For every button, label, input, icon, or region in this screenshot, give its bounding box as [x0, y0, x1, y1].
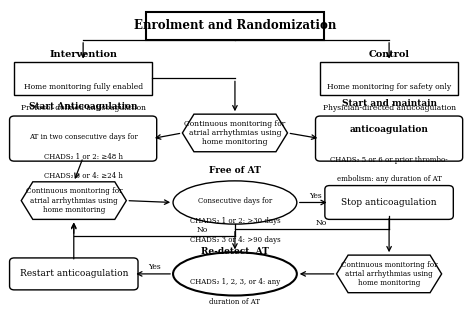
- Text: AT in two consecutive days for: AT in two consecutive days for: [29, 133, 137, 141]
- FancyBboxPatch shape: [316, 116, 463, 161]
- Text: embolism: any duration of AT: embolism: any duration of AT: [337, 175, 442, 183]
- Text: Restart anticoagulation: Restart anticoagulation: [19, 269, 128, 278]
- Text: Enrolment and Randomization: Enrolment and Randomization: [134, 19, 336, 32]
- Text: Start and maintain: Start and maintain: [342, 99, 437, 108]
- Text: Continuous monitoring for
atrial arrhythmias using
home monitoring: Continuous monitoring for atrial arrhyth…: [26, 188, 122, 214]
- Text: Consecutive days for: Consecutive days for: [198, 197, 272, 205]
- Text: CHADS₂ 1 or 2: ≥48 h: CHADS₂ 1 or 2: ≥48 h: [44, 153, 123, 160]
- FancyBboxPatch shape: [320, 62, 458, 95]
- Text: CHADS₂ 3 or 4: >90 days: CHADS₂ 3 or 4: >90 days: [190, 236, 280, 244]
- Polygon shape: [182, 114, 288, 152]
- FancyBboxPatch shape: [9, 116, 157, 161]
- Polygon shape: [21, 182, 127, 219]
- Text: Continuous monitoring for
atrial arrhythmias using
home monitoring: Continuous monitoring for atrial arrhyth…: [341, 261, 438, 287]
- Text: Home monitoring fully enabled: Home monitoring fully enabled: [24, 83, 143, 91]
- Text: CHADS₂ 1 or 2: >30 days: CHADS₂ 1 or 2: >30 days: [190, 216, 280, 225]
- Text: Control: Control: [369, 50, 410, 59]
- Text: Start Anticoagulation: Start Anticoagulation: [29, 102, 137, 111]
- Text: No: No: [197, 226, 208, 234]
- Text: CHADS₂ 3 or 4: ≥24 h: CHADS₂ 3 or 4: ≥24 h: [44, 172, 123, 180]
- Text: Home monitoring for safety only: Home monitoring for safety only: [327, 83, 451, 91]
- FancyBboxPatch shape: [9, 258, 138, 290]
- FancyBboxPatch shape: [325, 186, 453, 219]
- FancyBboxPatch shape: [14, 62, 152, 95]
- Text: CHADS₂ 1, 2, 3, or 4: any: CHADS₂ 1, 2, 3, or 4: any: [190, 278, 280, 286]
- Text: Protocol defined anticoagulation: Protocol defined anticoagulation: [21, 104, 146, 112]
- Text: Re-detect  AT: Re-detect AT: [201, 248, 269, 256]
- Text: anticoagulation: anticoagulation: [350, 125, 428, 134]
- Text: CHADS₂ 5 or 6 or prior thrombo-: CHADS₂ 5 or 6 or prior thrombo-: [330, 156, 448, 164]
- Text: No: No: [316, 219, 327, 227]
- FancyBboxPatch shape: [146, 12, 324, 40]
- Text: Physician-directed anticoagulation: Physician-directed anticoagulation: [322, 104, 456, 112]
- Ellipse shape: [173, 252, 297, 295]
- Text: Yes: Yes: [309, 192, 322, 200]
- Text: Continuous monitoring for
atrial arrhythmias using
home monitoring: Continuous monitoring for atrial arrhyth…: [184, 120, 285, 146]
- Text: Stop anticoagulation: Stop anticoagulation: [341, 198, 437, 207]
- Ellipse shape: [173, 181, 297, 224]
- Text: duration of AT: duration of AT: [210, 298, 261, 306]
- Polygon shape: [337, 255, 442, 293]
- Text: Intervention: Intervention: [49, 50, 117, 59]
- Text: Free of AT: Free of AT: [209, 166, 261, 175]
- Text: Yes: Yes: [148, 263, 161, 271]
